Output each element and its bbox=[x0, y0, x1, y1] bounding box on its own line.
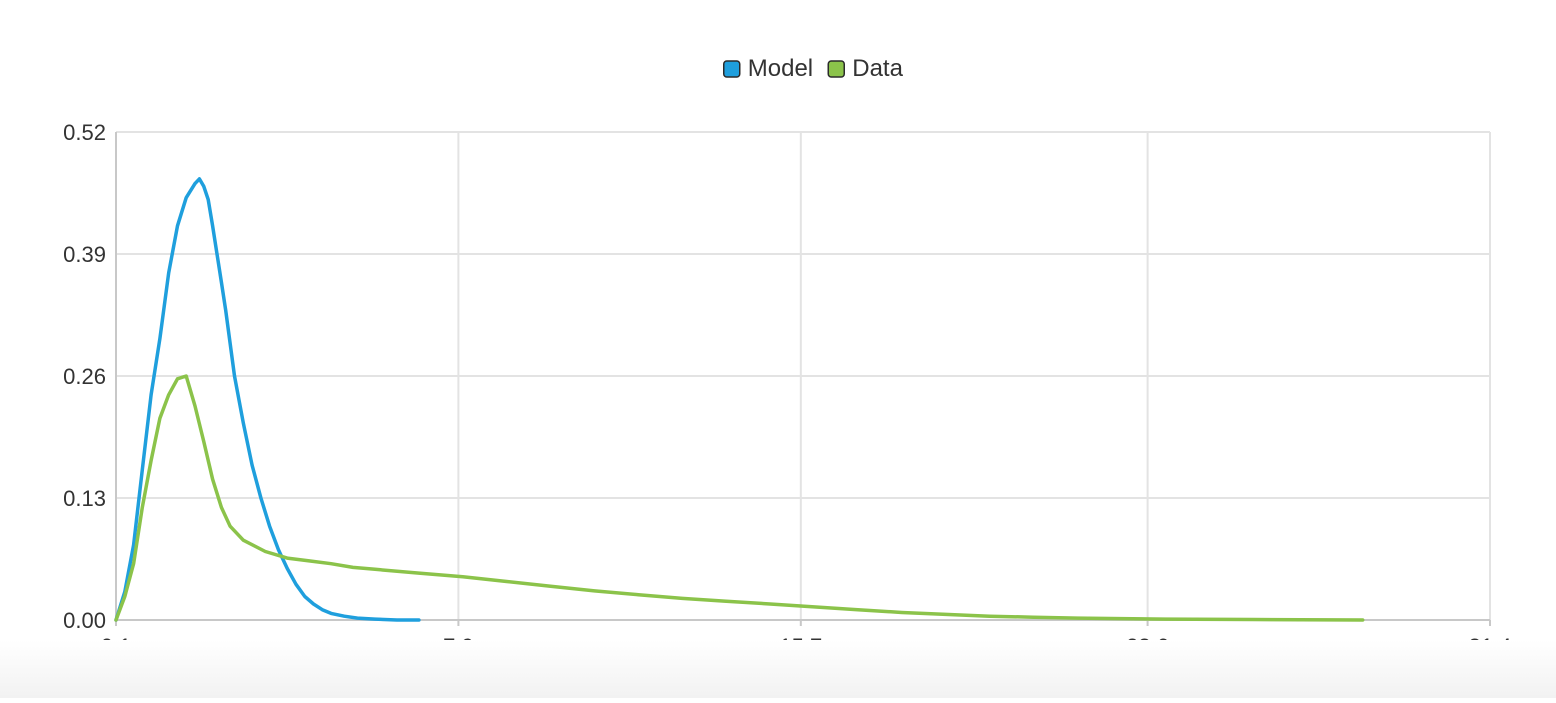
legend-item-model[interactable]: Model bbox=[723, 55, 813, 82]
legend-swatch bbox=[723, 60, 741, 78]
y-tick-label: 0.26 bbox=[63, 364, 106, 389]
legend-label: Model bbox=[748, 55, 813, 82]
series-lines bbox=[114, 177, 1365, 622]
axes bbox=[115, 132, 1491, 626]
y-tick-label: 0.52 bbox=[63, 120, 106, 145]
legend-label: Data bbox=[852, 55, 903, 82]
y-tick-label: 0.13 bbox=[63, 486, 106, 511]
legend-swatch bbox=[827, 60, 845, 78]
series-line-model bbox=[114, 177, 421, 622]
grid bbox=[115, 131, 1491, 621]
legend[interactable]: Model Data bbox=[723, 55, 904, 82]
y-tick-label: 0.00 bbox=[63, 608, 106, 633]
series-line-data bbox=[114, 374, 1365, 622]
tick-labels: 0.17.915.723.631.40.000.130.260.390.52 bbox=[63, 120, 1511, 659]
footer-band bbox=[0, 640, 1556, 698]
y-tick-label: 0.39 bbox=[63, 242, 106, 267]
legend-item-data[interactable]: Data bbox=[827, 55, 904, 82]
